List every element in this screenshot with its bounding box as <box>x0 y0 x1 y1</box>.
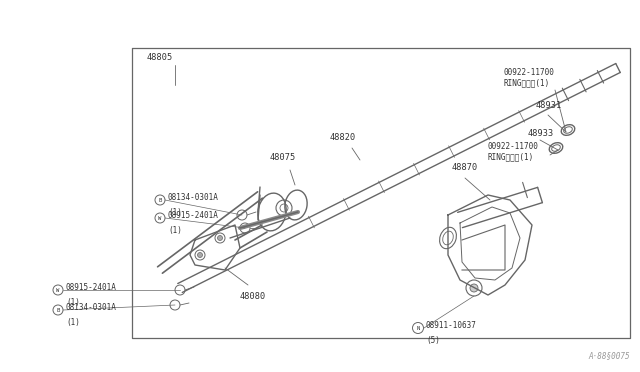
Text: 48870: 48870 <box>452 163 478 172</box>
Text: 08911-10637: 08911-10637 <box>426 321 477 330</box>
Text: (1): (1) <box>66 318 80 327</box>
Circle shape <box>198 253 202 257</box>
Text: 08134-0301A: 08134-0301A <box>168 193 219 202</box>
Text: (1): (1) <box>66 298 80 307</box>
Text: 08134-0301A: 08134-0301A <box>66 304 117 312</box>
Text: 00922-11700: 00922-11700 <box>503 68 554 77</box>
Text: B: B <box>158 198 162 202</box>
Text: 48933: 48933 <box>528 129 554 138</box>
Text: 48805: 48805 <box>147 53 173 62</box>
Text: A·88§0075: A·88§0075 <box>588 351 630 360</box>
Text: (5): (5) <box>426 336 440 345</box>
Circle shape <box>218 235 223 241</box>
Text: 08915-2401A: 08915-2401A <box>168 212 219 221</box>
Text: RINGリング(1): RINGリング(1) <box>503 78 549 87</box>
Text: 48820: 48820 <box>330 133 356 142</box>
Text: W: W <box>158 215 162 221</box>
Text: 48080: 48080 <box>240 292 266 301</box>
Text: RINGリング(1): RINGリング(1) <box>488 152 534 161</box>
Text: 00922-11700: 00922-11700 <box>488 142 539 151</box>
Text: (1): (1) <box>168 226 182 235</box>
Text: 48075: 48075 <box>270 153 296 162</box>
Circle shape <box>470 284 478 292</box>
Text: N: N <box>417 326 420 330</box>
Text: B: B <box>56 308 60 312</box>
Text: 08915-2401A: 08915-2401A <box>66 283 117 292</box>
Text: 48931: 48931 <box>536 101 563 110</box>
Text: W: W <box>56 288 60 292</box>
Text: (1): (1) <box>168 208 182 217</box>
